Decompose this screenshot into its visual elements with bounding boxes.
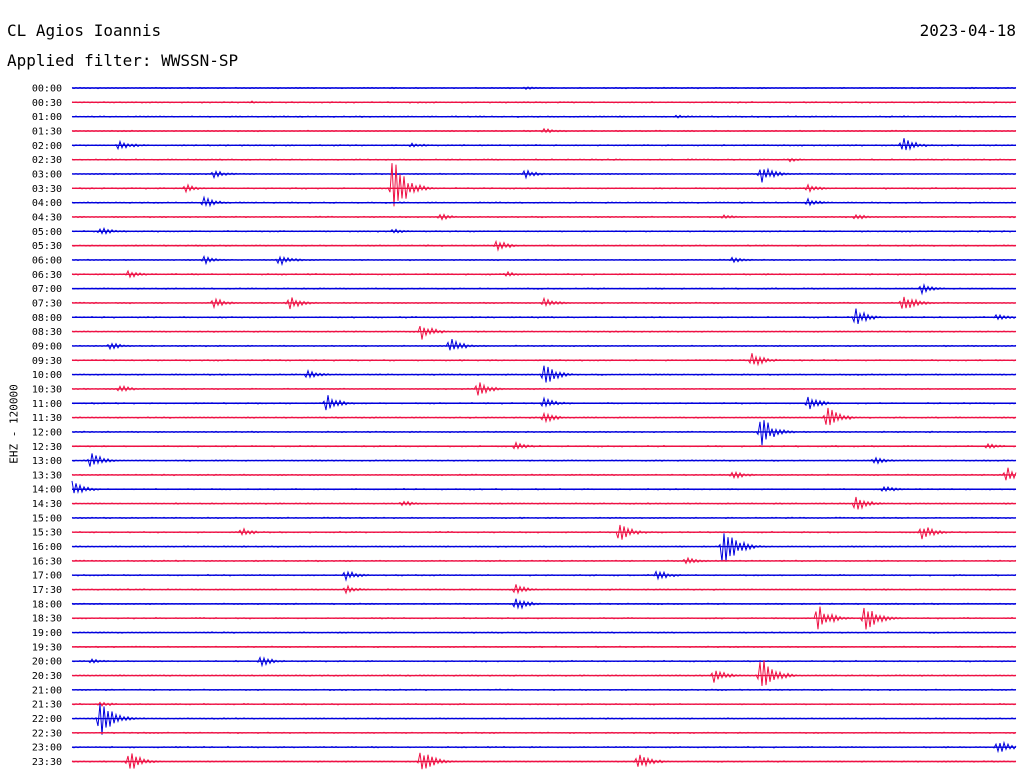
time-tick-label: 18:00 bbox=[32, 599, 62, 610]
time-tick-label: 06:00 bbox=[32, 255, 62, 266]
time-tick-label: 13:00 bbox=[32, 456, 62, 467]
time-tick-label: 17:30 bbox=[32, 585, 62, 596]
seismic-trace-2200 bbox=[71, 703, 1017, 735]
time-tick-label: 14:00 bbox=[32, 485, 62, 496]
time-tick-label: 21:30 bbox=[32, 700, 62, 711]
time-tick-label: 17:00 bbox=[32, 571, 62, 582]
seismic-trace-1200 bbox=[71, 420, 1017, 446]
time-tick-label: 12:00 bbox=[32, 427, 62, 438]
time-tick-label: 18:30 bbox=[32, 614, 62, 625]
time-tick-label: 13:30 bbox=[32, 470, 62, 481]
time-tick-label: 07:30 bbox=[32, 298, 62, 309]
time-tick-label: 04:30 bbox=[32, 212, 62, 223]
date-label: 2023-04-18 bbox=[919, 21, 1016, 40]
time-tick-label: 03:00 bbox=[32, 169, 62, 180]
time-tick-label: 23:00 bbox=[32, 743, 62, 754]
time-tick-label: 20:00 bbox=[32, 657, 62, 668]
seismic-trace-0830 bbox=[71, 325, 1017, 340]
seismic-trace-0330 bbox=[71, 163, 1017, 207]
time-tick-label: 15:00 bbox=[32, 513, 62, 524]
time-tick-label: 10:00 bbox=[32, 370, 62, 381]
time-tick-label: 22:30 bbox=[32, 728, 62, 739]
seismic-trace-0800 bbox=[71, 308, 1017, 324]
time-tick-label: 21:00 bbox=[32, 685, 62, 696]
seismic-trace-1330 bbox=[71, 467, 1017, 481]
seismic-trace-0930 bbox=[71, 353, 1017, 367]
time-tick-label: 11:00 bbox=[32, 399, 62, 410]
time-tick-label: 12:30 bbox=[32, 442, 62, 453]
time-tick-label: 01:00 bbox=[32, 112, 62, 123]
time-tick-label: 19:00 bbox=[32, 628, 62, 639]
time-tick-label: 10:30 bbox=[32, 384, 62, 395]
time-tick-label: 16:00 bbox=[32, 542, 62, 553]
time-tick-label: 02:00 bbox=[32, 141, 62, 152]
time-tick-label: 08:00 bbox=[32, 313, 62, 324]
time-tick-label: 15:30 bbox=[32, 528, 62, 539]
time-tick-label: 00:30 bbox=[32, 98, 62, 109]
seismic-trace-1730 bbox=[71, 584, 1017, 595]
seismic-trace-0900 bbox=[71, 339, 1017, 351]
seismic-trace-0300 bbox=[71, 167, 1017, 183]
time-tick-label: 23:30 bbox=[32, 757, 62, 768]
time-tick-label: 05:30 bbox=[32, 241, 62, 252]
time-tick-label: 05:00 bbox=[32, 227, 62, 238]
time-tick-label: 11:30 bbox=[32, 413, 62, 424]
time-tick-label: 08:30 bbox=[32, 327, 62, 338]
seismic-trace-0200 bbox=[71, 138, 1017, 151]
time-tick-label: 16:30 bbox=[32, 556, 62, 567]
seismic-trace-1600 bbox=[71, 533, 1017, 562]
station-title: CL Agios Ioannis bbox=[7, 21, 162, 40]
time-tick-label: 19:30 bbox=[32, 642, 62, 653]
time-tick-label: 02:30 bbox=[32, 155, 62, 166]
time-tick-label: 06:30 bbox=[32, 270, 62, 281]
time-tick-label: 03:30 bbox=[32, 184, 62, 195]
seismic-trace-0400 bbox=[71, 195, 1017, 208]
time-tick-label: 01:30 bbox=[32, 126, 62, 137]
time-tick-label: 14:30 bbox=[32, 499, 62, 510]
time-tick-label: 09:00 bbox=[32, 341, 62, 352]
seismic-trace-1400 bbox=[71, 480, 1017, 494]
time-tick-label: 00:00 bbox=[32, 84, 62, 95]
time-tick-label: 09:30 bbox=[32, 356, 62, 367]
time-tick-label: 22:00 bbox=[32, 714, 62, 725]
time-tick-label: 20:30 bbox=[32, 671, 62, 682]
seismic-trace-1130 bbox=[71, 407, 1017, 426]
seismic-trace-2030 bbox=[71, 660, 1017, 687]
time-tick-label: 04:00 bbox=[32, 198, 62, 209]
filter-label: Applied filter: WWSSN-SP bbox=[7, 51, 239, 70]
time-tick-label: 07:00 bbox=[32, 284, 62, 295]
